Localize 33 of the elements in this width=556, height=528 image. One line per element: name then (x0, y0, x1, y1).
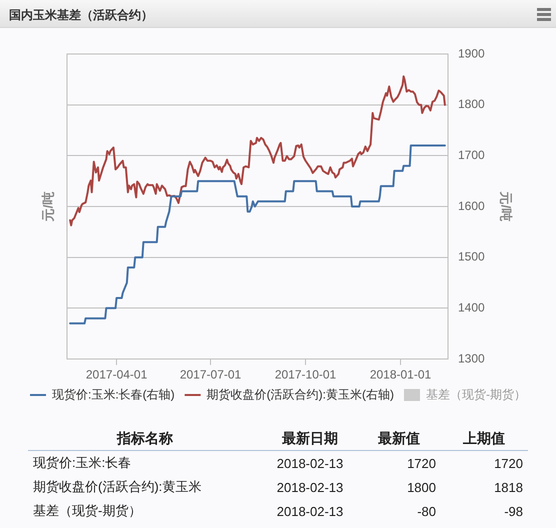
x-tick-label: 2017-07-01 (180, 368, 242, 382)
x-tick-label: 2017-04-01 (86, 368, 148, 382)
legend-label: 基差（现货-期货） (426, 387, 526, 402)
chart-title: 国内玉米基差（活跃合约） (9, 7, 153, 24)
y2-tick-label: 1900 (458, 46, 486, 60)
y2-tick-label: 1300 (458, 351, 486, 366)
text: 2018-02-13 (276, 504, 344, 518)
text: -80 (417, 504, 436, 518)
text: 1720 (407, 456, 436, 470)
text: 现货价:玉米:长春 (33, 455, 132, 470)
text: 基差（现货-期货） (33, 503, 142, 518)
x-tick-label: 2018-01-01 (370, 368, 432, 382)
y2-tick-label: 1600 (458, 198, 486, 213)
text: 1720 (494, 456, 523, 470)
text: 上期值 (463, 430, 505, 446)
text: 期货收盘价(活跃合约):黄玉米 (33, 479, 202, 494)
text: 2018-02-13 (276, 456, 344, 470)
text: 1818 (494, 480, 523, 494)
text: 1800 (407, 480, 436, 494)
text: 最新日期 (282, 430, 338, 446)
y2-tick-label: 1700 (458, 148, 486, 162)
legend-label: 现货价:玉米:长春(右轴) (52, 387, 175, 402)
y2-axis-title: 元/吨 (498, 190, 514, 222)
x-tick-label: 2017-10-01 (274, 368, 337, 382)
legend-label: 期货收盘价(活跃合约):黄玉米(右轴) (206, 387, 394, 402)
y2-tick-label: 1800 (458, 97, 486, 112)
text: 指标名称 (117, 430, 173, 446)
y2-tick-label: 1500 (458, 250, 486, 264)
text: 2018-02-13 (276, 480, 344, 494)
text: 最新值 (378, 430, 420, 446)
text: -98 (504, 504, 523, 518)
y-axis-title: 元/吨 (40, 192, 56, 222)
y2-tick-label: 1400 (458, 300, 486, 314)
